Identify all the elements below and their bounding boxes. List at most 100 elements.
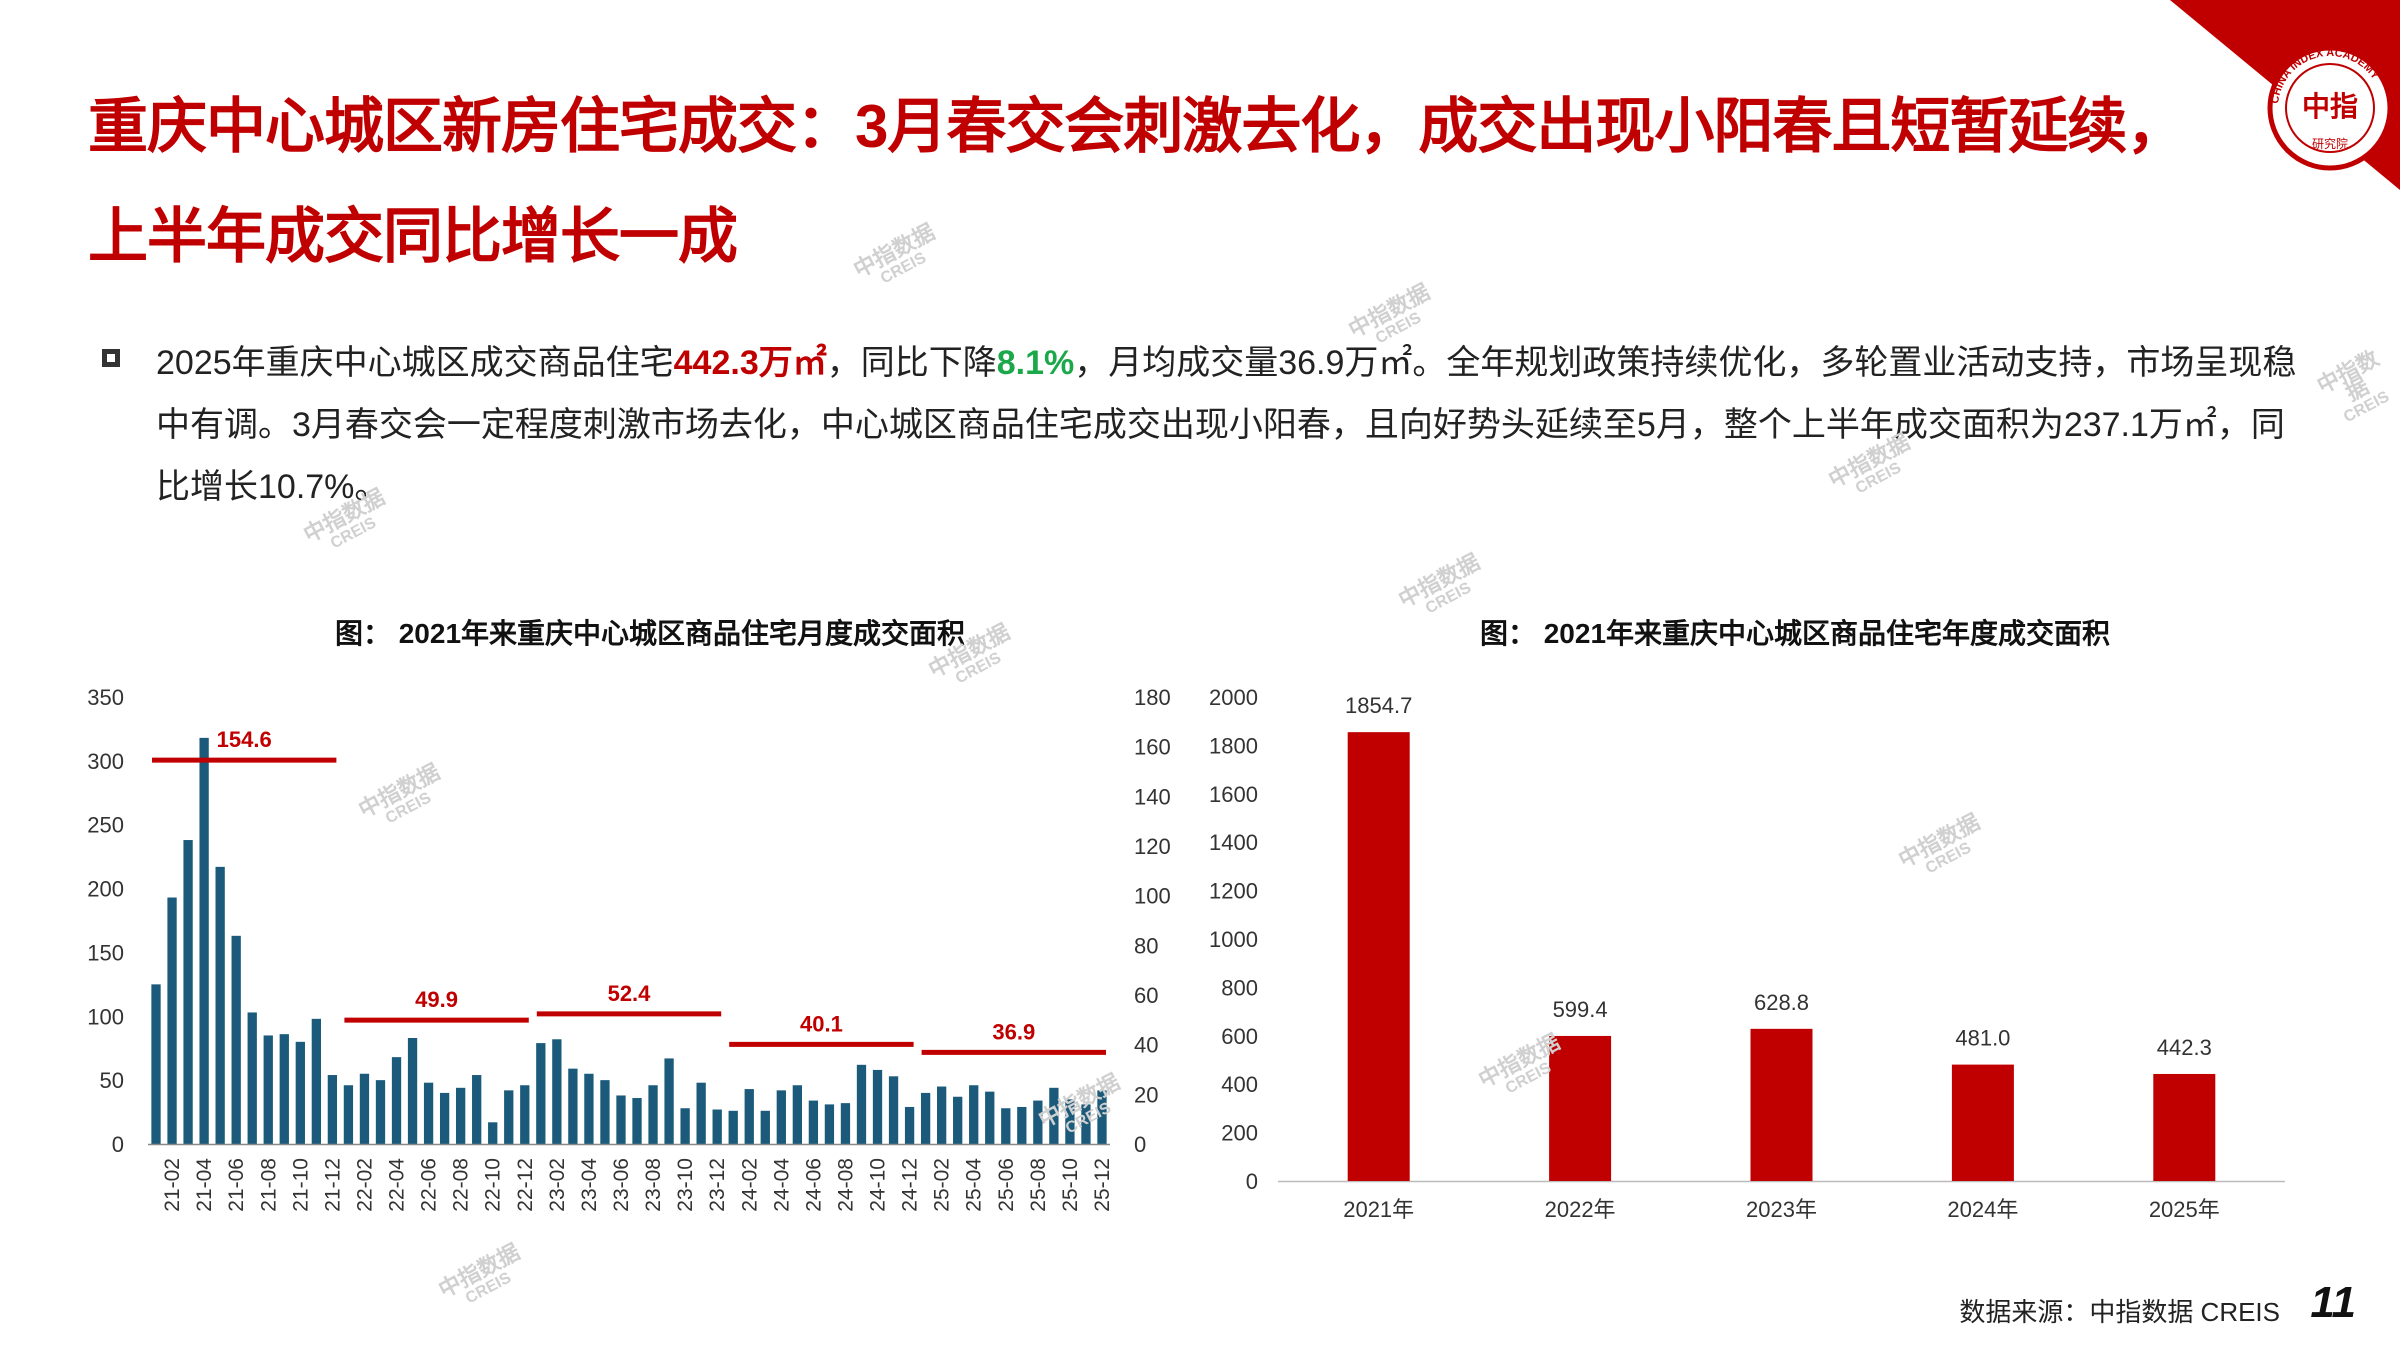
y-tick-label: 0 — [112, 1132, 124, 1157]
monthly-bar — [985, 1091, 995, 1144]
y-tick-label: 2000 — [1209, 685, 1258, 710]
x-tick-label: 23-12 — [706, 1158, 729, 1212]
x-tick-label: 23-02 — [546, 1158, 569, 1212]
monthly-bar — [792, 1085, 802, 1144]
logo-bottom-text: 研究院 — [2312, 136, 2348, 151]
annual-average-label: 52.4 — [608, 981, 652, 1006]
x-tick-label: 24-10 — [867, 1158, 890, 1212]
x-tick-label: 25-10 — [1059, 1158, 1082, 1212]
bullet-square-icon — [102, 349, 120, 367]
x-tick-label: 21-04 — [193, 1158, 216, 1212]
annual-bar-data-label: 1854.7 — [1345, 693, 1412, 718]
monthly-bar — [888, 1076, 899, 1144]
monthly-bar — [167, 897, 177, 1144]
monthly-bar — [1049, 1087, 1059, 1144]
x-tick-label: 23-06 — [610, 1158, 633, 1212]
monthly-bar — [680, 1108, 690, 1144]
y-tick-label: 300 — [87, 749, 124, 774]
y2-tick-label: 0 — [1134, 1132, 1146, 1157]
y-tick-label: 1400 — [1209, 830, 1258, 855]
page-title: 重庆中心城区新房住宅成交：3月春交会刺激去化，成交出现小阳春且短暂延续，上半年成… — [88, 93, 2186, 270]
summary-paragraph: 2025年重庆中心城区成交商品住宅442.3万㎡，同比下降8.1%，月均成交量3… — [156, 332, 2306, 518]
monthly-bar — [375, 1080, 386, 1144]
y-tick-label: 50 — [100, 1068, 124, 1093]
y-tick-label: 200 — [1221, 1121, 1258, 1146]
monthly-bar — [776, 1090, 786, 1144]
y2-tick-label: 120 — [1134, 834, 1171, 859]
y-tick-label: 1000 — [1209, 927, 1258, 952]
annual-average-label: 40.1 — [800, 1011, 843, 1036]
x-tick-label: 22-02 — [353, 1158, 376, 1212]
monthly-bar — [808, 1100, 819, 1144]
monthly-bar — [311, 1018, 321, 1144]
x-tick-label: 23-04 — [578, 1158, 601, 1212]
monthly-bar — [920, 1092, 931, 1144]
x-tick-label: 2024年 — [1947, 1197, 2018, 1222]
page-number: 11 — [2310, 1278, 2356, 1327]
monthly-bar — [520, 1085, 530, 1144]
monthly-bar — [183, 840, 193, 1144]
summary-text-3: ，月均成交量36.9万㎡。全年规划政策持续优化，多轮置业活动支持，市场呈现稳中有… — [156, 344, 2297, 506]
x-tick-label: 21-12 — [321, 1158, 344, 1212]
monthly-bar — [504, 1090, 514, 1144]
monthly-bar — [969, 1085, 979, 1144]
monthly-bar — [616, 1095, 626, 1144]
x-tick-label: 24-04 — [770, 1158, 793, 1212]
monthly-bar — [744, 1089, 754, 1144]
monthly-bar — [151, 984, 161, 1144]
x-tick-label: 22-10 — [482, 1158, 505, 1212]
y-tick-label: 800 — [1221, 975, 1258, 1000]
annual-bar — [2153, 1073, 2216, 1181]
y-tick-label: 100 — [87, 1004, 124, 1029]
y2-tick-label: 80 — [1134, 933, 1158, 958]
monthly-bar — [1081, 1104, 1091, 1144]
monthly-bar — [840, 1103, 851, 1144]
x-tick-label: 21-08 — [257, 1158, 280, 1212]
x-tick-label: 25-08 — [1027, 1158, 1050, 1212]
monthly-bar — [953, 1096, 963, 1144]
monthly-bar — [1001, 1108, 1011, 1144]
monthly-bar — [423, 1082, 434, 1144]
monthly-bar — [760, 1110, 770, 1144]
x-tick-label: 2023年 — [1746, 1197, 1817, 1222]
y2-tick-label: 20 — [1134, 1082, 1158, 1107]
summary-total-area: 442.3万㎡ — [673, 344, 827, 382]
annual-average-label: 49.9 — [415, 987, 458, 1012]
annual-bar — [1347, 732, 1410, 1181]
monthly-bar — [472, 1075, 482, 1144]
monthly-bar — [439, 1092, 450, 1144]
annual-bar — [1549, 1035, 1612, 1181]
x-tick-label: 25-06 — [995, 1158, 1018, 1212]
monthly-bar — [263, 1035, 273, 1144]
monthly-bar — [1065, 1099, 1075, 1144]
x-tick-label: 22-12 — [514, 1158, 537, 1212]
y-tick-label: 1200 — [1209, 879, 1258, 904]
x-tick-label: 24-08 — [834, 1158, 857, 1212]
monthly-bar — [664, 1058, 674, 1144]
monthly-bar — [407, 1037, 418, 1144]
annual-bar-data-label: 481.0 — [1955, 1026, 2010, 1051]
monthly-bar — [295, 1041, 305, 1144]
x-tick-label: 22-06 — [418, 1158, 441, 1212]
x-tick-label: 23-08 — [642, 1158, 665, 1212]
monthly-area-chart: 0 50 100 150 200 250 300 350 0 20 40 60 80 100 120 140 1… — [87, 685, 1171, 1212]
annual-bar-data-label: 628.8 — [1754, 990, 1809, 1015]
annual-average-label: 154.6 — [217, 727, 272, 752]
monthly-bar — [568, 1068, 578, 1144]
monthly-bar — [359, 1073, 370, 1144]
y-tick-label: 150 — [87, 940, 124, 965]
x-tick-label: 25-04 — [963, 1158, 986, 1212]
monthly-bar — [343, 1085, 354, 1144]
x-tick-label: 2021年 — [1343, 1197, 1414, 1222]
y2-tick-label: 40 — [1134, 1033, 1158, 1058]
annual-bar — [1951, 1064, 2014, 1181]
y2-tick-label: 160 — [1134, 735, 1171, 760]
x-tick-label: 2025年 — [2149, 1197, 2220, 1222]
annual-average-label: 36.9 — [992, 1019, 1035, 1044]
monthly-bar — [279, 1034, 289, 1144]
monthly-bar — [712, 1109, 722, 1144]
monthly-bar — [552, 1039, 562, 1144]
monthly-bar — [391, 1057, 402, 1144]
monthly-bar — [327, 1075, 338, 1144]
